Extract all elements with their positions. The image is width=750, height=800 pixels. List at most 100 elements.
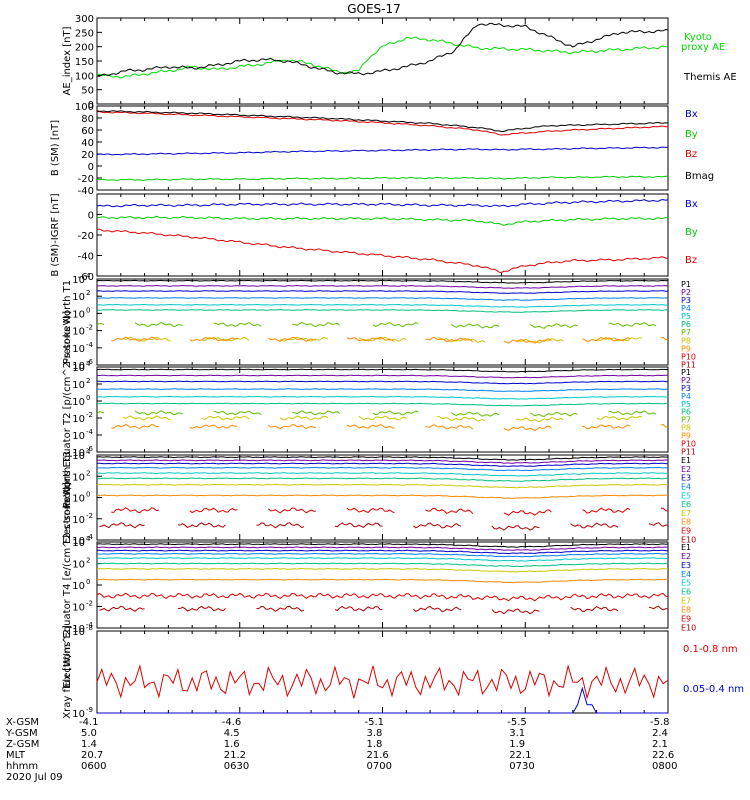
y-tick-label: 0 [88,162,94,173]
series-line [96,36,669,79]
channel-line [292,321,341,328]
panel-7: Electrons Equator T4 [e/(cm^2-s-sr-keV)]… [62,482,696,688]
channel-line [96,290,668,294]
legend-label: Bx [685,109,698,120]
y-tick-label: -20 [78,231,94,242]
series-line [96,22,669,77]
y-tick-label: 150 [75,57,94,68]
channel-line [413,522,462,529]
series-line [96,664,669,700]
legend-label: By [685,129,698,140]
channel-line [96,592,669,602]
channel-line [96,483,669,489]
ephemeris-value: 1.8 [367,739,383,750]
channel-line [96,567,669,573]
channel-label: E5 [681,579,691,588]
y-tick-label: 10 [72,709,85,720]
channel-line [346,336,395,342]
y-tick-label: 20 [81,150,94,161]
ephemeris-value: -4.6 [222,717,242,728]
channel-line [267,507,316,514]
channel-label: P4 [681,304,691,313]
y-tick-label: 10 [72,361,85,372]
y-tick-label: 10 [72,448,85,459]
ephemeris-value: 0800 [652,761,677,772]
channel-line [292,410,341,416]
channel-line [570,522,619,529]
channel-line [582,507,631,514]
y-tick-exponent: 2 [86,469,90,477]
y-tick-label: 10 [72,431,85,442]
channel-label: P1 [681,280,691,289]
series-line [96,110,668,136]
y-tick-exponent: 2 [86,557,90,565]
channel-label: E2 [681,465,691,474]
channel-label: E6 [681,588,691,597]
y-tick-label: 80 [81,114,94,125]
channel-line [648,522,669,527]
y-tick-label: 10 [72,451,85,462]
y-tick-label: 50 [81,86,94,97]
y-axis-label: Electrons North T3 [62,451,73,544]
channel-label: P9 [681,344,691,353]
channel-line [660,507,669,512]
channel-line [660,336,669,341]
ephemeris-date: 2020 Jul 09 [6,772,63,783]
ephemeris-value: 3.8 [367,728,383,739]
channel-line [96,477,669,482]
channel-line [529,323,578,329]
channel-label: E10 [681,535,696,544]
y-tick-exponent: 2 [86,289,90,297]
y-tick-label: 10 [72,414,85,425]
channel-line [96,466,669,472]
channel-line [503,338,552,344]
ephemeris-value: 22.1 [509,750,531,761]
panel-5: Protons Equator T2 [p/(cm^2-s-sr-keV)] 10… [62,311,696,508]
series-line [96,228,668,274]
channel-line [189,337,238,342]
y-tick-exponent: 2 [86,377,90,385]
y-tick-label: 10 [72,494,85,505]
y-tick-label: 10 [72,624,85,635]
ephemeris-row-label: MLT [6,750,26,761]
channel-line [570,605,619,612]
channel-label: P5 [681,312,691,321]
channel-line [346,507,395,514]
series-line [96,146,669,156]
legend-label: Bmag [685,171,714,182]
channel-label: P4 [681,392,691,401]
ephemeris-value: 1.6 [224,739,240,750]
ephemeris-value: -5.5 [507,717,527,728]
y-tick-label: 10 [72,538,85,549]
channel-label: P8 [681,424,691,433]
ephemeris-value: 2.4 [652,728,668,739]
channel-line [596,336,642,342]
channel-label: E3 [681,474,691,483]
channel-line [96,309,669,313]
channel-label: P10 [681,439,696,448]
channel-label: E8 [681,606,691,615]
channel-label: P3 [681,384,691,393]
channel-label: E1 [681,543,691,552]
ephemeris-row-label: hhmm [6,761,38,772]
channel-line [491,525,540,531]
y-tick-label: 10 [72,275,85,286]
channel-line [529,411,578,418]
y-tick-label: -20 [78,174,94,185]
ephemeris-value: -5.1 [365,717,385,728]
channel-line [96,472,669,477]
channel-label: P8 [681,336,691,345]
legend-label: Bz [685,149,697,160]
y-tick-label: 10 [72,581,85,592]
channel-label: E5 [681,491,691,500]
channel-label: P6 [681,408,691,417]
channel-line [96,303,669,308]
channel-line [451,411,500,417]
legend-label: Bz [685,255,697,266]
channel-line [96,459,669,464]
channel-label: E7 [681,509,691,518]
y-tick-label: 10 [72,363,85,374]
channel-label: P7 [681,416,691,425]
